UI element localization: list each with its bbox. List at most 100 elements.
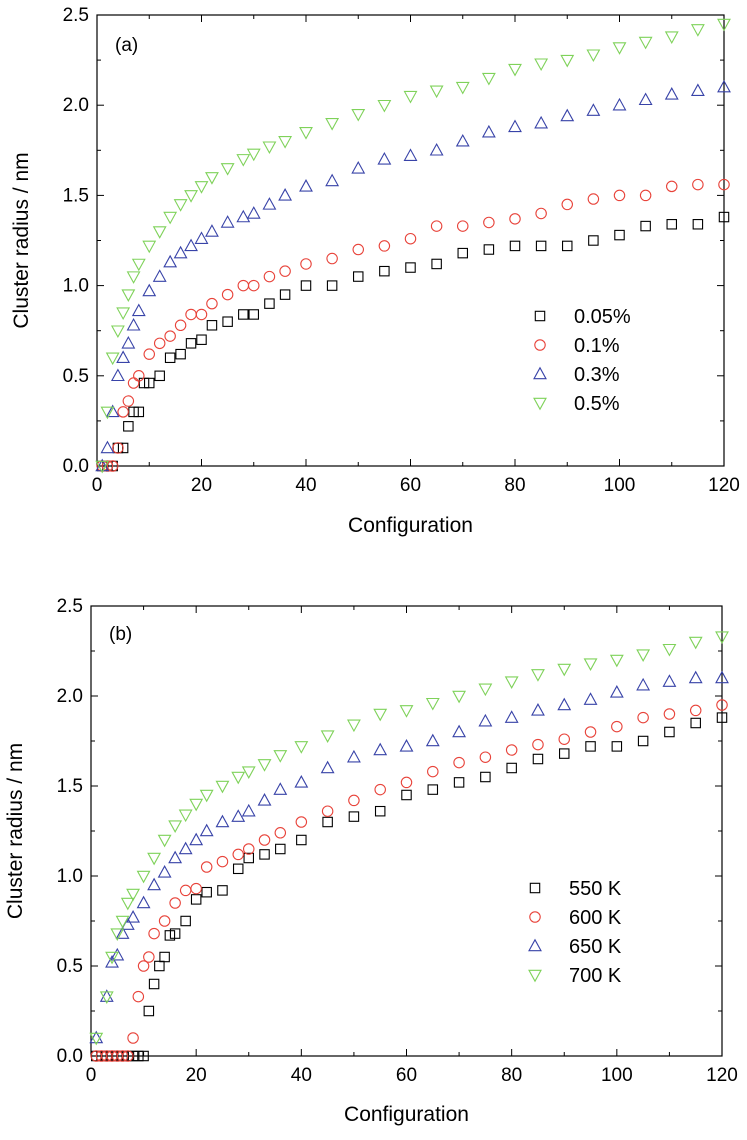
data-point xyxy=(509,213,521,225)
data-point xyxy=(715,670,729,684)
y-tick-label: 2.5 xyxy=(63,5,89,26)
panel-b: 0 20 40 60 80 100 120 0.0 0.5 1.0 1.5 2.0 2.5 Configu… xyxy=(4,596,738,1126)
x-tick-label: 60 xyxy=(396,1065,417,1086)
data-point xyxy=(95,460,110,474)
data-point xyxy=(325,173,340,187)
data-point xyxy=(455,81,470,95)
data-point xyxy=(508,63,522,77)
data-point xyxy=(221,288,234,301)
data-point xyxy=(716,699,728,711)
data-point xyxy=(232,848,244,861)
data-point xyxy=(279,265,291,277)
data-point xyxy=(154,370,165,382)
data-point xyxy=(200,861,213,873)
data-point xyxy=(583,692,598,705)
data-point xyxy=(557,697,572,711)
data-point xyxy=(379,265,390,277)
data-point xyxy=(611,720,623,733)
data-point xyxy=(138,1050,149,1062)
data-point xyxy=(89,1032,104,1046)
data-point xyxy=(105,951,119,965)
data-point xyxy=(557,663,572,677)
data-point xyxy=(126,888,140,902)
data-point xyxy=(637,735,649,747)
data-point xyxy=(609,654,624,668)
data-point xyxy=(243,843,255,855)
data-point xyxy=(100,406,115,420)
data-point xyxy=(264,298,275,309)
data-point xyxy=(112,442,124,454)
data-point xyxy=(184,238,198,252)
data-point xyxy=(206,297,218,310)
data-point xyxy=(299,127,313,140)
data-point xyxy=(479,751,492,763)
data-point xyxy=(110,928,125,941)
data-point xyxy=(121,335,136,349)
data-point xyxy=(481,124,496,138)
data-point xyxy=(480,771,491,783)
data-point xyxy=(169,928,181,939)
x-tick-label: 100 xyxy=(604,475,636,496)
legend-label: 650 K xyxy=(569,936,622,958)
data-point xyxy=(189,798,204,812)
data-point xyxy=(133,406,145,418)
data-point xyxy=(89,1030,104,1044)
panel-label: (a) xyxy=(115,35,138,56)
data-point xyxy=(236,209,251,223)
data-point xyxy=(348,794,360,807)
x-tick-label: 60 xyxy=(400,475,421,496)
legend: 550 K 600 K 650 K 700 K xyxy=(528,878,622,987)
panel-label: (b) xyxy=(109,624,132,645)
data-point xyxy=(665,180,678,193)
series-1 xyxy=(96,178,730,472)
data-point xyxy=(164,352,176,364)
data-point xyxy=(136,870,151,884)
data-point xyxy=(588,235,599,246)
data-point xyxy=(585,741,596,752)
legend-marker xyxy=(534,310,546,322)
data-point xyxy=(116,307,131,321)
data-point xyxy=(320,730,335,743)
data-point xyxy=(163,211,178,225)
data-point xyxy=(263,270,276,283)
data-point xyxy=(404,232,417,245)
data-point xyxy=(258,834,271,846)
data-point xyxy=(374,783,386,796)
x-axis-title: Configuration xyxy=(344,1103,469,1126)
data-point xyxy=(231,809,246,822)
data-point xyxy=(534,115,549,129)
data-point xyxy=(262,141,277,155)
data-point xyxy=(611,741,623,752)
y-tick-label: 0.5 xyxy=(63,366,89,387)
data-point xyxy=(262,197,277,210)
data-point xyxy=(352,271,364,282)
data-point xyxy=(715,631,729,644)
series-2 xyxy=(89,670,729,1044)
data-point xyxy=(217,885,228,896)
legend-marker xyxy=(528,969,542,983)
legend-marker xyxy=(528,938,542,952)
x-tick-label: 0 xyxy=(92,475,103,496)
data-point xyxy=(215,780,230,794)
y-tick-label: 2.0 xyxy=(63,95,89,116)
data-point xyxy=(121,289,136,302)
legend-marker xyxy=(534,339,546,351)
data-point xyxy=(638,36,653,50)
data-point xyxy=(399,739,414,752)
x-tick-label: 80 xyxy=(504,475,525,496)
data-point xyxy=(173,199,188,212)
data-point xyxy=(248,279,260,292)
data-point xyxy=(246,206,261,219)
data-point xyxy=(243,852,255,864)
data-point xyxy=(663,708,676,720)
data-point xyxy=(174,319,187,332)
data-point xyxy=(321,805,334,817)
x-tick-label: 20 xyxy=(191,475,212,496)
data-point xyxy=(666,219,677,230)
data-point xyxy=(325,117,340,131)
y-tick-label: 1.0 xyxy=(63,276,89,297)
data-point xyxy=(399,705,414,718)
data-point xyxy=(106,460,119,472)
data-point xyxy=(560,108,575,122)
data-point xyxy=(294,775,309,788)
